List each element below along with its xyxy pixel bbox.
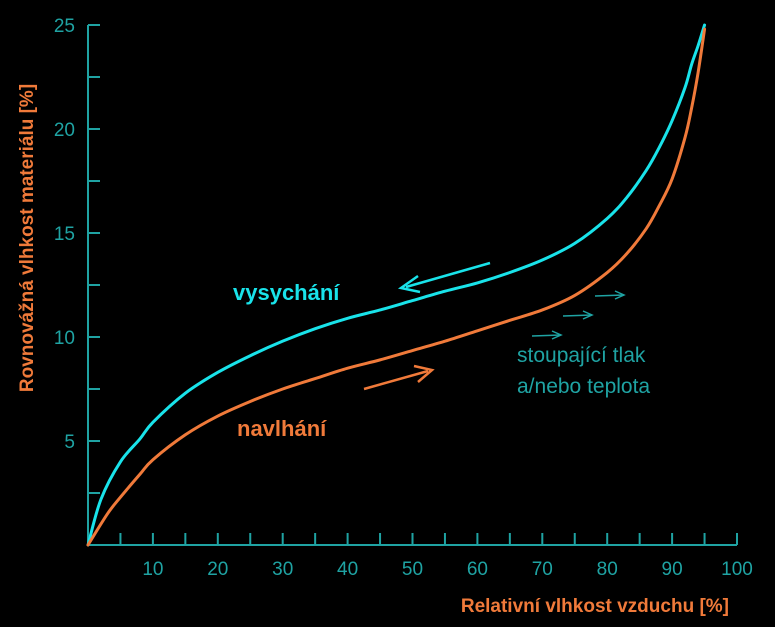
series-line-0	[86, 23, 707, 547]
x-axis-title: Relativní vlhkost vzduchu [%]	[461, 596, 729, 617]
y-tick-label: 20	[54, 120, 75, 141]
x-tick-label: 10	[142, 559, 163, 580]
x-tick-label: 70	[532, 559, 553, 580]
shift-arrow-head-0	[614, 290, 626, 300]
y-tick-label: 25	[54, 16, 75, 37]
shift-arrow-head-2	[551, 330, 563, 340]
wetting-arrow-head	[413, 364, 435, 383]
x-tick-label: 80	[597, 559, 618, 580]
y-axis-title: Rovnovážná vlhkost materiálu [%]	[17, 84, 38, 392]
annotation-line-1: stoupající tlak	[517, 344, 646, 367]
shift-arrow-line-0	[594, 294, 625, 297]
annotation-line-2: a/nebo teplota	[517, 375, 650, 398]
series-line-1	[86, 27, 707, 547]
drying-arrow-line	[405, 261, 491, 289]
shift-arrow-head-1	[582, 310, 594, 320]
x-tick-label: 50	[402, 559, 423, 580]
series-label-navlhani: navlhání	[237, 416, 327, 441]
y-axis-ticks: 5 10 15 20 25	[54, 16, 100, 494]
shift-arrow-line-1	[562, 314, 593, 317]
y-tick-label: 5	[64, 432, 75, 453]
x-axis-ticks: 10 20 30 40 50 60 70 80 90 100	[119, 533, 753, 580]
x-tick-label: 100	[721, 559, 753, 580]
x-tick-label: 20	[207, 559, 228, 580]
y-tick-label: 10	[54, 328, 75, 349]
wetting-arrow-line	[363, 369, 429, 391]
direction-arrows	[363, 261, 626, 391]
x-tick-label: 90	[662, 559, 683, 580]
drying-arrow-head	[397, 274, 421, 294]
x-tick-label: 40	[337, 559, 358, 580]
x-tick-label: 30	[272, 559, 293, 580]
y-tick-label: 15	[54, 224, 75, 245]
shift-arrow-line-2	[531, 334, 562, 337]
x-tick-label: 60	[467, 559, 488, 580]
series-label-vysychani: vysychání	[233, 280, 340, 305]
series-lines	[86, 23, 707, 547]
